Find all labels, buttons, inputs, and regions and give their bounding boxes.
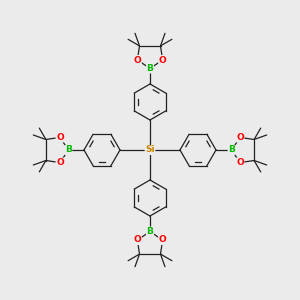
- Text: O: O: [56, 133, 64, 142]
- Text: O: O: [236, 158, 244, 167]
- Text: B: B: [65, 146, 72, 154]
- Text: B: B: [228, 146, 235, 154]
- Text: O: O: [56, 158, 64, 167]
- Text: B: B: [147, 227, 153, 236]
- Text: Si: Si: [145, 146, 155, 154]
- Text: O: O: [236, 133, 244, 142]
- Text: O: O: [134, 56, 141, 64]
- Text: O: O: [159, 236, 167, 244]
- Text: O: O: [159, 56, 167, 64]
- Text: O: O: [134, 236, 141, 244]
- Text: B: B: [147, 64, 153, 73]
